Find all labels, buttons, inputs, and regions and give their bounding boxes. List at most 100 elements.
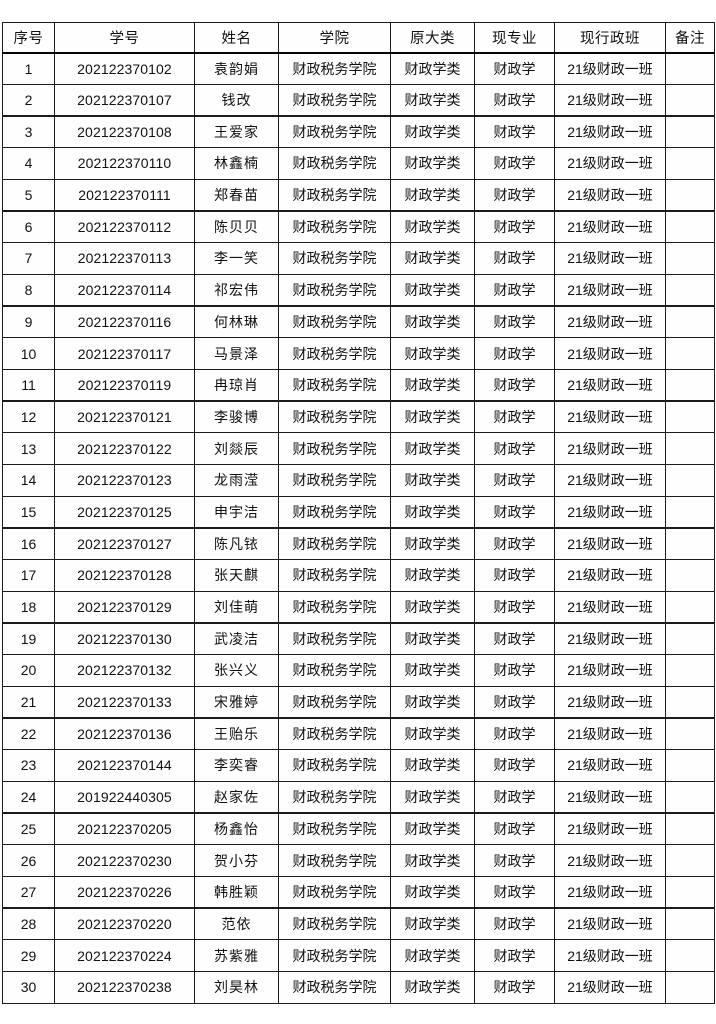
cell-name[interactable]: 郑春苗 — [194, 178, 279, 212]
cell-note[interactable] — [665, 716, 715, 751]
cell-name[interactable]: 宋雅婷 — [194, 685, 279, 719]
cell-major-category[interactable]: 财政学类 — [390, 337, 475, 370]
table-row[interactable]: 17 202122370128 张天麒 财政税务学院 财政学类 财政学 21级财政一班 — [2, 559, 715, 592]
cell-index[interactable]: 24 — [2, 780, 55, 814]
cell-name[interactable]: 陈贝贝 — [194, 209, 279, 244]
cell-major[interactable]: 财政学 — [474, 907, 555, 941]
cell-index[interactable]: 23 — [2, 749, 55, 782]
cell-major[interactable]: 财政学 — [474, 685, 555, 719]
cell-major[interactable]: 财政学 — [474, 178, 555, 212]
cell-class[interactable]: 21级财政一班 — [554, 209, 666, 244]
cell-student-id[interactable]: 202122370129 — [54, 590, 195, 624]
cell-note[interactable] — [665, 780, 715, 814]
table-row[interactable]: 23 202122370144 李奕睿 财政税务学院 财政学类 财政学 21级财政一班 — [2, 749, 715, 782]
cell-college[interactable]: 财政税务学院 — [278, 178, 391, 212]
cell-major[interactable]: 财政学 — [474, 526, 555, 560]
cell-major-category[interactable]: 财政学类 — [390, 590, 475, 624]
cell-student-id[interactable]: 202122370116 — [54, 305, 195, 339]
cell-major[interactable]: 财政学 — [474, 939, 555, 972]
cell-name[interactable]: 龙雨滢 — [194, 463, 279, 497]
cell-student-id[interactable]: 202122370117 — [54, 337, 195, 370]
cell-college[interactable]: 财政税务学院 — [278, 305, 391, 339]
cell-name[interactable]: 张兴义 — [194, 654, 279, 687]
column-header-college[interactable]: 学院 — [278, 22, 391, 54]
cell-note[interactable] — [665, 590, 715, 624]
cell-index[interactable]: 17 — [2, 559, 55, 592]
cell-major[interactable]: 财政学 — [474, 114, 555, 149]
table-row[interactable]: 3 202122370108 王爱家 财政税务学院 财政学类 财政学 21级财政一班 — [2, 114, 715, 149]
cell-major-category[interactable]: 财政学类 — [390, 749, 475, 782]
table-row[interactable]: 26 202122370230 贺小芬 财政税务学院 财政学类 财政学 21级财政一班 — [2, 844, 715, 877]
table-row[interactable]: 22 202122370136 王贻乐 财政税务学院 财政学类 财政学 21级财政一班 — [2, 716, 715, 751]
cell-class[interactable]: 21级财政一班 — [554, 685, 666, 719]
table-row[interactable]: 15 202122370125 申宇洁 财政税务学院 财政学类 财政学 21级财政一班 — [2, 495, 715, 529]
cell-class[interactable]: 21级财政一班 — [554, 812, 666, 846]
cell-class[interactable]: 21级财政一班 — [554, 654, 666, 687]
table-row[interactable]: 19 202122370130 武凌洁 财政税务学院 财政学类 财政学 21级财政一班 — [2, 621, 715, 656]
cell-major[interactable]: 财政学 — [474, 654, 555, 687]
cell-major[interactable]: 财政学 — [474, 432, 555, 465]
cell-student-id[interactable]: 202122370108 — [54, 114, 195, 149]
cell-student-id[interactable]: 202122370111 — [54, 178, 195, 212]
table-row[interactable]: 27 202122370226 韩胜颖 财政税务学院 财政学类 财政学 21级财政一班 — [2, 875, 715, 909]
cell-note[interactable] — [665, 368, 715, 402]
cell-name[interactable]: 武凌洁 — [194, 621, 279, 656]
table-row[interactable]: 14 202122370123 龙雨滢 财政税务学院 财政学类 财政学 21级财政一班 — [2, 463, 715, 497]
table-row[interactable]: 2 202122370107 钱改 财政税务学院 财政学类 财政学 21级财政一班 — [2, 83, 715, 117]
cell-class[interactable]: 21级财政一班 — [554, 907, 666, 941]
cell-class[interactable]: 21级财政一班 — [554, 621, 666, 656]
cell-college[interactable]: 财政税务学院 — [278, 147, 391, 180]
cell-note[interactable] — [665, 749, 715, 782]
table-row[interactable]: 13 202122370122 刘燚辰 财政税务学院 财政学类 财政学 21级财政一班 — [2, 432, 715, 465]
column-header-student-id[interactable]: 学号 — [54, 22, 195, 54]
cell-class[interactable]: 21级财政一班 — [554, 114, 666, 149]
cell-major-category[interactable]: 财政学类 — [390, 114, 475, 149]
cell-index[interactable]: 12 — [2, 400, 55, 434]
cell-index[interactable]: 14 — [2, 463, 55, 497]
cell-name[interactable]: 何林琳 — [194, 305, 279, 339]
cell-student-id[interactable]: 202122370110 — [54, 147, 195, 180]
table-row[interactable]: 30 202122370238 刘昊林 财政税务学院 财政学类 财政学 21级财政一班 — [2, 970, 715, 1004]
cell-note[interactable] — [665, 812, 715, 846]
cell-major[interactable]: 财政学 — [474, 242, 555, 275]
cell-note[interactable] — [665, 463, 715, 497]
cell-major[interactable]: 财政学 — [474, 844, 555, 877]
cell-name[interactable]: 申宇洁 — [194, 495, 279, 529]
table-row[interactable]: 5 202122370111 郑春苗 财政税务学院 财政学类 财政学 21级财政一班 — [2, 178, 715, 212]
cell-student-id[interactable]: 202122370102 — [54, 52, 195, 85]
cell-class[interactable]: 21级财政一班 — [554, 749, 666, 782]
cell-class[interactable]: 21级财政一班 — [554, 939, 666, 972]
cell-college[interactable]: 财政税务学院 — [278, 907, 391, 941]
cell-name[interactable]: 范依 — [194, 907, 279, 941]
cell-index[interactable]: 15 — [2, 495, 55, 529]
cell-index[interactable]: 25 — [2, 812, 55, 846]
cell-student-id[interactable]: 202122370224 — [54, 939, 195, 972]
cell-note[interactable] — [665, 685, 715, 719]
cell-note[interactable] — [665, 273, 715, 307]
cell-student-id[interactable]: 202122370238 — [54, 970, 195, 1004]
cell-note[interactable] — [665, 844, 715, 877]
cell-name[interactable]: 赵家佐 — [194, 780, 279, 814]
cell-class[interactable]: 21级财政一班 — [554, 875, 666, 909]
cell-index[interactable]: 1 — [2, 52, 55, 85]
cell-note[interactable] — [665, 526, 715, 560]
cell-class[interactable]: 21级财政一班 — [554, 368, 666, 402]
cell-student-id[interactable]: 202122370119 — [54, 368, 195, 402]
cell-note[interactable] — [665, 432, 715, 465]
column-header-name[interactable]: 姓名 — [194, 22, 279, 54]
column-header-major[interactable]: 现专业 — [474, 22, 555, 54]
cell-college[interactable]: 财政税务学院 — [278, 242, 391, 275]
cell-major[interactable]: 财政学 — [474, 52, 555, 85]
table-row[interactable]: 4 202122370110 林鑫楠 财政税务学院 财政学类 财政学 21级财政一班 — [2, 147, 715, 180]
cell-name[interactable]: 李奕睿 — [194, 749, 279, 782]
cell-index[interactable]: 3 — [2, 114, 55, 149]
cell-class[interactable]: 21级财政一班 — [554, 83, 666, 117]
cell-college[interactable]: 财政税务学院 — [278, 209, 391, 244]
cell-note[interactable] — [665, 337, 715, 370]
cell-index[interactable]: 2 — [2, 83, 55, 117]
cell-student-id[interactable]: 202122370114 — [54, 273, 195, 307]
cell-class[interactable]: 21级财政一班 — [554, 400, 666, 434]
cell-major[interactable]: 财政学 — [474, 305, 555, 339]
cell-class[interactable]: 21级财政一班 — [554, 844, 666, 877]
column-header-major-category[interactable]: 原大类 — [390, 22, 475, 54]
